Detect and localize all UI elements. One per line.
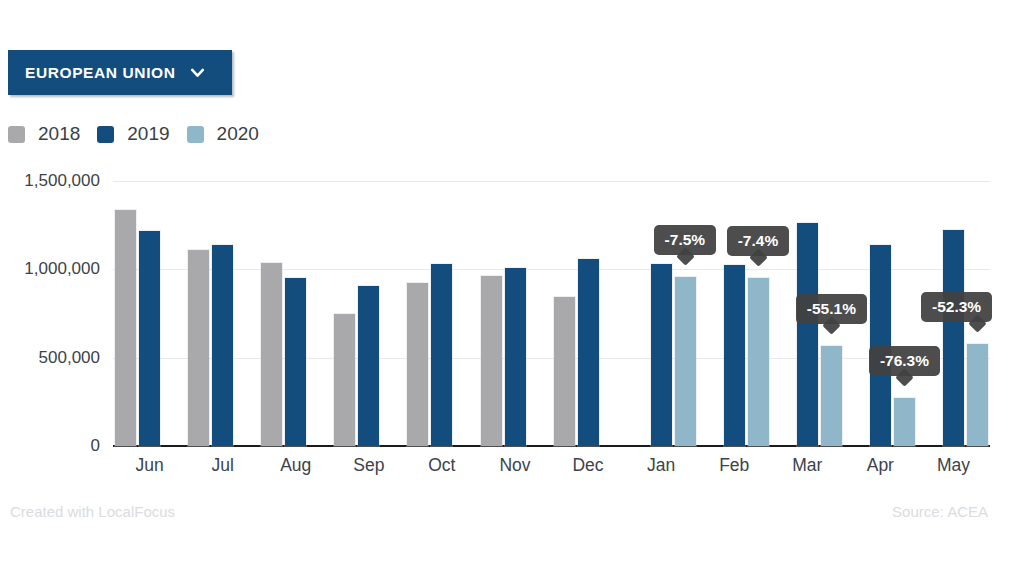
bar-2018-Nov[interactable] xyxy=(481,276,502,446)
x-axis-tick-label: Dec xyxy=(552,455,625,476)
bar-2019-Mar[interactable] xyxy=(797,223,818,446)
y-axis-tick-label: 1,500,000 xyxy=(0,171,100,191)
x-axis-tick-label: Aug xyxy=(259,455,332,476)
bar-2018-Dec[interactable] xyxy=(554,297,575,446)
bar-2019-May[interactable] xyxy=(943,230,964,446)
bar-2019-Oct[interactable] xyxy=(431,264,452,446)
source-text: Source: ACEA xyxy=(892,503,988,520)
bar-2018-Oct[interactable] xyxy=(407,283,428,446)
bar-2018-Jul[interactable] xyxy=(188,250,209,446)
bar-2019-Feb[interactable] xyxy=(724,265,745,446)
bar-2019-Nov[interactable] xyxy=(505,268,526,446)
x-axis-tick-label: Mar xyxy=(771,455,844,476)
gridline xyxy=(113,269,990,270)
change-tooltip: -76.3% xyxy=(869,346,940,376)
bar-2020-Apr[interactable] xyxy=(894,398,915,446)
x-axis-tick-label: Nov xyxy=(478,455,551,476)
bar-2019-Jul[interactable] xyxy=(212,245,233,446)
credit-text: Created with LocalFocus xyxy=(10,503,175,520)
x-axis-tick-label: Sep xyxy=(332,455,405,476)
gridline xyxy=(113,181,990,182)
x-axis-tick-label: Feb xyxy=(698,455,771,476)
bar-2020-May[interactable] xyxy=(967,344,988,447)
bar-chart: 1,500,000 1,000,000 500,000 0 JunJulAugSepOc… xyxy=(0,0,1024,576)
bar-2020-Mar[interactable] xyxy=(821,346,842,446)
gridline xyxy=(113,358,990,359)
x-axis-tick-label: Jul xyxy=(186,455,259,476)
change-tooltip: -55.1% xyxy=(796,294,867,324)
bar-2019-Sep[interactable] xyxy=(358,286,379,446)
change-tooltip: -7.4% xyxy=(727,226,790,256)
bar-2019-Dec[interactable] xyxy=(578,259,599,446)
bar-2020-Jan[interactable] xyxy=(675,277,696,446)
change-tooltip: -7.5% xyxy=(654,225,717,255)
x-axis-tick-label: Jan xyxy=(625,455,698,476)
y-axis-tick-label: 0 xyxy=(0,436,100,456)
x-axis-tick-label: Apr xyxy=(844,455,917,476)
bar-2018-Sep[interactable] xyxy=(334,314,355,447)
x-axis-tick-label: May xyxy=(917,455,990,476)
bar-2018-Aug[interactable] xyxy=(261,263,282,446)
x-axis-line xyxy=(113,445,990,447)
change-tooltip: -52.3% xyxy=(921,292,992,322)
bar-2019-Apr[interactable] xyxy=(870,245,891,446)
chart-widget: EUROPEAN UNION 201820192020 1,500,0001,0… xyxy=(0,0,1024,576)
y-axis-tick-label: 1,000,000 xyxy=(0,259,100,279)
bar-2019-Jan[interactable] xyxy=(651,264,672,446)
bar-2020-Feb[interactable] xyxy=(748,278,769,446)
bar-2018-Jun[interactable] xyxy=(115,210,136,446)
bar-2019-Jun[interactable] xyxy=(139,231,160,447)
bar-2019-Aug[interactable] xyxy=(285,278,306,446)
y-axis-tick-label: 500,000 xyxy=(0,348,100,368)
x-axis-tick-label: Jun xyxy=(113,455,186,476)
x-axis-tick-label: Oct xyxy=(405,455,478,476)
